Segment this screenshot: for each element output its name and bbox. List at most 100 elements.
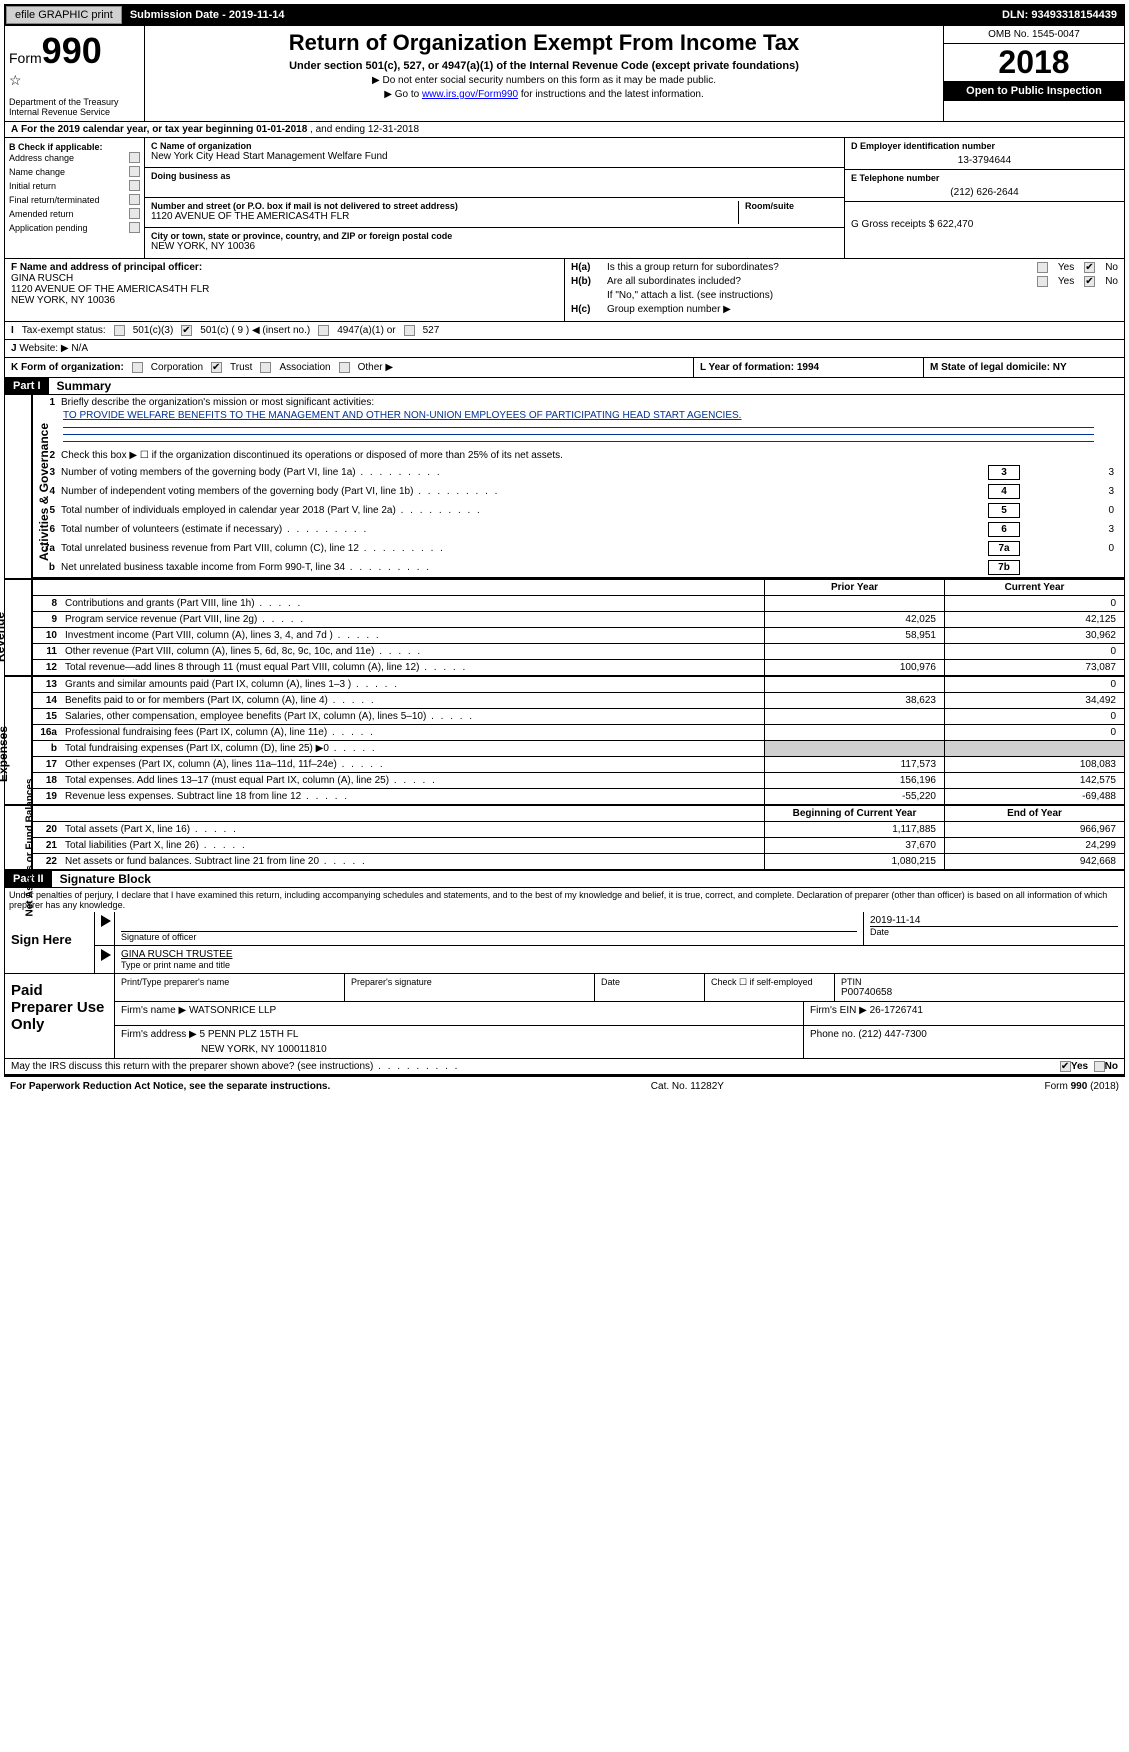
- penalty-text: Under penalties of perjury, I declare th…: [4, 888, 1125, 912]
- form-title: Return of Organization Exempt From Incom…: [149, 30, 939, 56]
- i-text: Tax-exempt status:: [22, 325, 106, 336]
- tax-year: 2018: [944, 44, 1124, 81]
- state-domicile: M State of legal domicile: NY: [930, 362, 1067, 373]
- org-name-label: C Name of organization: [151, 141, 838, 151]
- discuss-yes: Yes: [1071, 1061, 1088, 1072]
- opt-assoc: Association: [279, 362, 330, 373]
- instr-pre: ▶ Go to: [384, 89, 422, 100]
- line-a-text: For the 2019 calendar year, or tax year …: [21, 124, 307, 135]
- discuss-no-checkbox[interactable]: [1094, 1061, 1105, 1072]
- org-address: 1120 AVENUE OF THE AMERICAS4TH FLR: [151, 211, 738, 222]
- sign-here-label: Sign Here: [5, 912, 95, 973]
- discuss-text: May the IRS discuss this return with the…: [11, 1061, 459, 1072]
- 501c3-checkbox[interactable]: [114, 325, 125, 336]
- fin-row: 15Salaries, other compensation, employee…: [33, 709, 1124, 725]
- form-subtitle: Under section 501(c), 527, or 4947(a)(1)…: [149, 60, 939, 72]
- part1-header: Part I: [5, 378, 49, 394]
- omb-number: OMB No. 1545-0047: [944, 26, 1124, 44]
- checkbox[interactable]: [129, 180, 140, 191]
- firm-addr-label: Firm's address ▶: [121, 1029, 197, 1040]
- footer: For Paperwork Reduction Act Notice, see …: [4, 1075, 1125, 1096]
- city-label: City or town, state or province, country…: [151, 231, 838, 241]
- hdr-current-year: Current Year: [944, 580, 1124, 595]
- dln: DLN: 93493318154439: [1002, 9, 1125, 21]
- ein: 13-3794644: [851, 155, 1118, 166]
- hb-yes-checkbox[interactable]: [1037, 276, 1048, 287]
- opt-501c: 501(c) ( 9 ) ◀ (insert no.): [200, 325, 310, 336]
- officer-name-title: GINA RUSCH TRUSTEE: [121, 949, 1118, 960]
- gross-receipts-text: G Gross receipts $ 622,470: [851, 219, 1118, 230]
- dba-label: Doing business as: [151, 171, 838, 181]
- checkbox[interactable]: [129, 208, 140, 219]
- summary-line: 6Total number of volunteers (estimate if…: [33, 520, 1124, 539]
- discuss-yes-checkbox[interactable]: [1060, 1061, 1071, 1072]
- instr-ssn: ▶ Do not enter social security numbers o…: [149, 75, 939, 86]
- row-j: J Website: ▶ N/A: [4, 340, 1125, 358]
- column-b: B Check if applicable: Address changeNam…: [5, 138, 145, 258]
- row-f-h: F Name and address of principal officer:…: [4, 259, 1125, 322]
- sig-date-label: Date: [870, 926, 1118, 937]
- hdr-boy: Beginning of Current Year: [764, 806, 944, 821]
- irs-link[interactable]: www.irs.gov/Form990: [422, 89, 518, 100]
- fin-row: 18Total expenses. Add lines 13–17 (must …: [33, 773, 1124, 789]
- fin-row: 17Other expenses (Part IX, column (A), l…: [33, 757, 1124, 773]
- discuss-no: No: [1105, 1061, 1118, 1072]
- fin-row: 19Revenue less expenses. Subtract line 1…: [33, 789, 1124, 804]
- checkbox[interactable]: [129, 222, 140, 233]
- summary-line: bNet unrelated business taxable income f…: [33, 558, 1124, 578]
- hdr-eoy: End of Year: [944, 806, 1124, 821]
- form-word: Form: [9, 50, 42, 66]
- 4947-checkbox[interactable]: [318, 325, 329, 336]
- ha-yes-checkbox[interactable]: [1037, 262, 1048, 273]
- efile-badge: efile GRAPHIC print: [6, 6, 122, 24]
- i-label: I: [11, 325, 14, 336]
- h-a-text: Is this a group return for subordinates?: [607, 262, 1037, 273]
- instr-post: for instructions and the latest informat…: [518, 89, 704, 100]
- form-header: Form990 ☆ Department of the Treasury Int…: [4, 26, 1125, 122]
- ha-no-checkbox[interactable]: [1084, 262, 1095, 273]
- h-b-note: If "No," attach a list. (see instruction…: [607, 290, 773, 301]
- paid-preparer-section: Paid Preparer Use Only Print/Type prepar…: [4, 974, 1125, 1059]
- vtab-revenue: Revenue: [0, 612, 7, 662]
- firm-city: NEW YORK, NY 100011810: [121, 1044, 797, 1055]
- org-city: NEW YORK, NY 10036: [151, 241, 838, 252]
- firm-ein: 26-1726741: [870, 1005, 923, 1016]
- ptin-label: PTIN: [841, 977, 1118, 987]
- fin-row: 22Net assets or fund balances. Subtract …: [33, 854, 1124, 869]
- print-name-label: Print/Type preparer's name: [121, 977, 338, 987]
- arrow-icon-2: [101, 949, 111, 961]
- checkbox[interactable]: [129, 152, 140, 163]
- other-checkbox[interactable]: [339, 362, 350, 373]
- vtab-netassets: Net Assets or Fund Balances: [25, 778, 36, 916]
- opt-501c3: 501(c)(3): [133, 325, 174, 336]
- line-a-letter: A: [11, 124, 18, 135]
- instr-link: ▶ Go to www.irs.gov/Form990 for instruct…: [149, 89, 939, 100]
- room-label: Room/suite: [745, 201, 838, 211]
- part1-title: Summary: [49, 379, 112, 393]
- summary-governance: Activities & Governance 1Briefly describ…: [4, 395, 1125, 580]
- self-employed-label: Check ☐ if self-employed: [711, 977, 828, 988]
- hb-no-checkbox[interactable]: [1084, 276, 1095, 287]
- 527-checkbox[interactable]: [404, 325, 415, 336]
- checkbox[interactable]: [129, 194, 140, 205]
- corp-checkbox[interactable]: [132, 362, 143, 373]
- checkbox[interactable]: [129, 166, 140, 177]
- line1-num: 1: [37, 397, 61, 408]
- paid-preparer-label: Paid Preparer Use Only: [5, 974, 115, 1058]
- vtab-governance: Activities & Governance: [37, 423, 51, 561]
- no-label-2: No: [1105, 276, 1118, 287]
- assoc-checkbox[interactable]: [260, 362, 271, 373]
- org-name: New York City Head Start Management Welf…: [151, 151, 838, 162]
- summary-line: 7aTotal unrelated business revenue from …: [33, 539, 1124, 558]
- ptin-value: P00740658: [841, 987, 1118, 998]
- 501c-checkbox[interactable]: [181, 325, 192, 336]
- opt-527: 527: [423, 325, 440, 336]
- firm-name: WATSONRICE LLP: [189, 1005, 276, 1016]
- principal-label: F Name and address of principal officer:: [11, 262, 202, 273]
- trust-checkbox[interactable]: [211, 362, 222, 373]
- mission-text: TO PROVIDE WELFARE BENEFITS TO THE MANAG…: [33, 410, 1124, 421]
- row-k-l-m: K Form of organization: Corporation Trus…: [4, 358, 1125, 378]
- fin-row: 21Total liabilities (Part X, line 26)37,…: [33, 838, 1124, 854]
- col-b-item: Amended return: [9, 208, 140, 219]
- h-b-label: H(b): [571, 276, 607, 287]
